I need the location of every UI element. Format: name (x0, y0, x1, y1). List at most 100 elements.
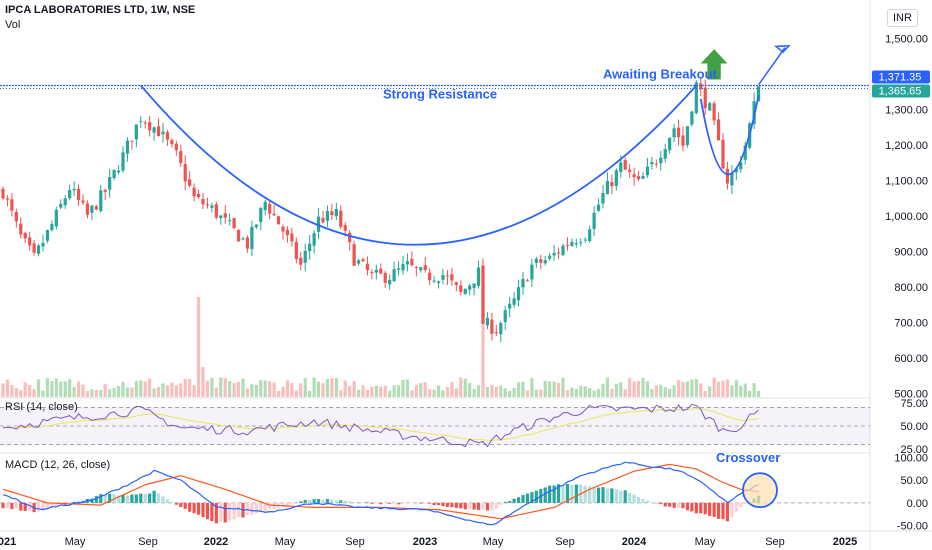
price-tick-label: 1,100.00 (885, 176, 928, 188)
candle-body (512, 298, 516, 305)
price-tick-label: 700.00 (894, 317, 928, 329)
volume-bar (85, 390, 90, 397)
volume-bar (281, 386, 285, 397)
candle-body (561, 245, 565, 256)
volume-bar (205, 380, 210, 397)
macd-histogram-bar (321, 500, 325, 503)
macd-histogram-bar (441, 502, 445, 507)
macd-histogram-bar (623, 490, 627, 503)
candle-body (210, 205, 214, 208)
volume-bar (259, 380, 263, 397)
volume-bar (303, 378, 307, 397)
macd-histogram-bar (610, 488, 614, 503)
volume-bar (143, 381, 147, 397)
volume-bar (370, 386, 374, 397)
macd-histogram-bar (148, 493, 152, 503)
candle-body (352, 244, 356, 266)
price-tick-label: 600.00 (894, 353, 928, 365)
candle-body (481, 265, 485, 324)
price-tick-label: 500.00 (894, 388, 928, 400)
volume-bar (752, 383, 756, 397)
candle-body (330, 211, 334, 216)
candle-body (672, 128, 676, 138)
candle-body (99, 190, 103, 212)
volume-bar (54, 378, 58, 397)
macd-histogram-bar (499, 502, 503, 505)
candle-body (619, 162, 623, 172)
candle-body (601, 193, 605, 204)
volume-bar (676, 379, 681, 397)
volume-bar (325, 378, 330, 397)
volume-bar (1, 383, 5, 397)
volume-bar (219, 377, 223, 397)
candle-body (721, 139, 725, 169)
volume-bar (285, 380, 290, 397)
candle-body (50, 224, 54, 231)
volume-bar (414, 384, 418, 397)
macd-histogram-bar (592, 487, 596, 503)
volume-bar (694, 379, 698, 397)
candle-body (321, 218, 325, 223)
candle-body (556, 252, 561, 254)
candle-body (23, 232, 27, 239)
candle-body (641, 176, 645, 179)
macd-histogram-bar (103, 494, 107, 503)
volume-bar (659, 384, 663, 397)
macd-histogram-bar (565, 484, 570, 503)
candle-body (623, 160, 627, 170)
candle-body (628, 169, 632, 172)
volume-bar (165, 385, 170, 397)
volume-bar (108, 389, 112, 397)
awaiting-breakout-label: Awaiting Breakout (603, 66, 718, 81)
macd-histogram-bar (574, 484, 578, 503)
macd-histogram-bar (725, 502, 730, 522)
volume-bar (419, 382, 423, 397)
candle-body (730, 173, 734, 186)
macd-histogram-bar (196, 502, 201, 515)
macd-histogram-bar (703, 502, 707, 515)
candle-body (294, 241, 298, 260)
volume-bar (441, 390, 445, 397)
volume-bar (583, 386, 587, 397)
candle-body (183, 164, 187, 182)
macd-histogram-bar (672, 502, 676, 508)
candle-body (143, 122, 147, 124)
macd-tick-label: 0.00 (907, 498, 928, 510)
currency-button[interactable]: INR (887, 9, 918, 27)
macd-histogram-bar (165, 499, 170, 503)
macd-histogram-bar (272, 502, 276, 510)
price-tick-label: 1,300.00 (885, 105, 928, 117)
volume-bar (628, 378, 632, 397)
volume-bar (103, 383, 107, 397)
volume-bar (508, 390, 512, 397)
candle-body (165, 132, 170, 140)
volume-bar (730, 385, 734, 397)
candle-body (285, 230, 290, 236)
volume-bar (472, 388, 476, 397)
macd-histogram-bar (476, 502, 481, 510)
macd-histogram-bar (316, 498, 321, 503)
volume-bar (734, 380, 738, 397)
macd-histogram-bar (365, 502, 370, 503)
volume-bar (112, 387, 116, 397)
candle-body (316, 216, 321, 232)
candle-body (716, 119, 721, 141)
macd-histogram-bar (94, 496, 98, 503)
volume-bar (196, 297, 201, 397)
macd-histogram-bar (285, 502, 290, 506)
macd-histogram-bar (396, 502, 401, 505)
volume-bar (312, 377, 316, 397)
volume-bar (588, 388, 592, 397)
macd-histogram-bar (556, 484, 561, 503)
volume-bar (228, 381, 232, 397)
volume-bar (539, 389, 543, 397)
macd-histogram-bar (5, 502, 10, 509)
time-axis-label: 2021 (0, 536, 16, 548)
macd-histogram-bar (668, 502, 672, 507)
volume-bar (432, 389, 436, 397)
volume-bar (445, 387, 450, 397)
volume-bar (232, 383, 236, 397)
time-axis-label: Sep (765, 536, 785, 548)
macd-histogram-bar (596, 487, 601, 503)
